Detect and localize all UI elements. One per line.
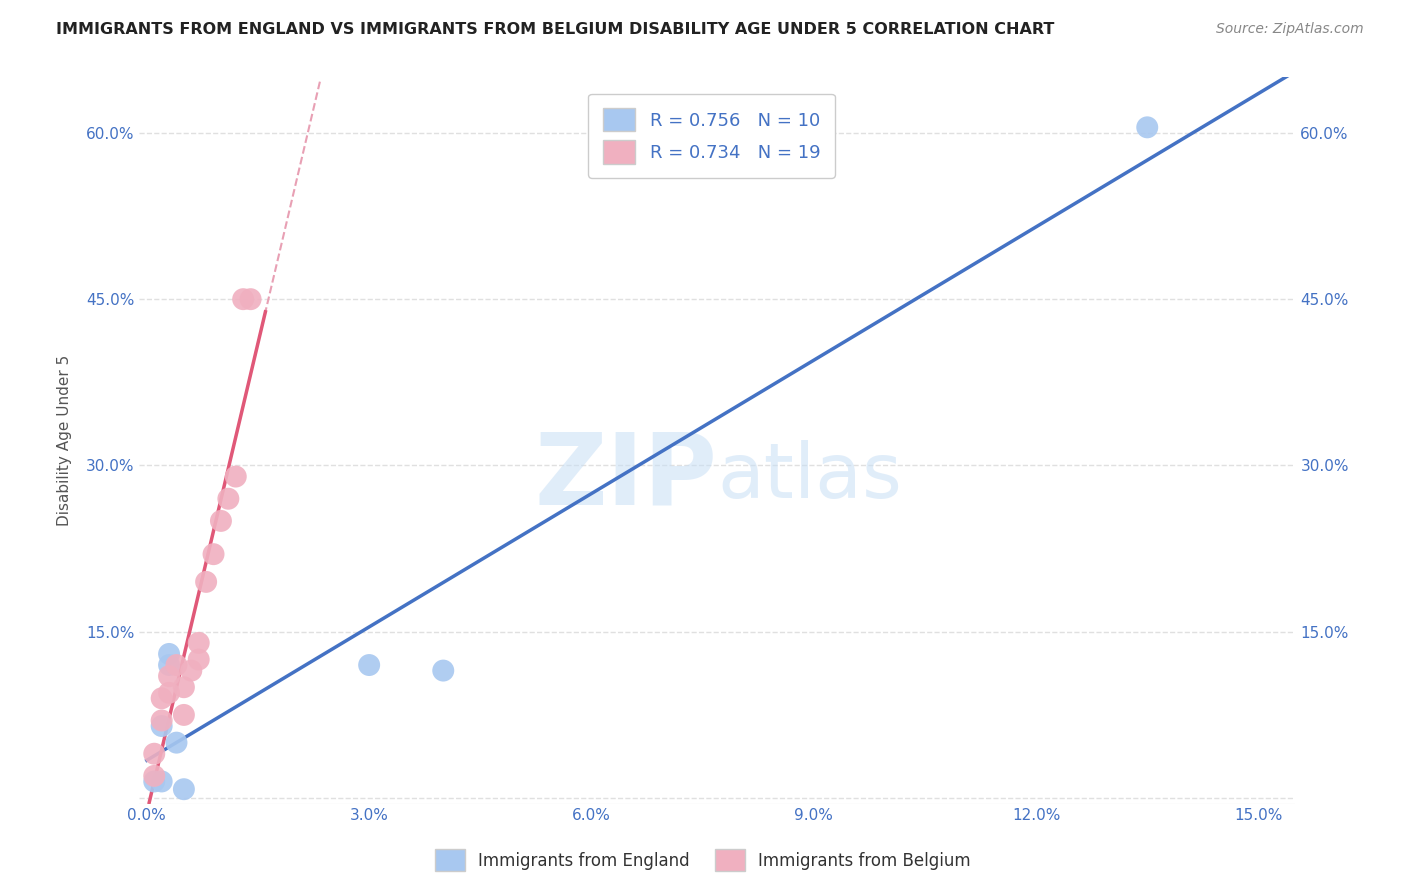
Point (187, 636, 209, 650)
Point (239, 292, 262, 306)
Text: atlas: atlas (717, 440, 903, 514)
Point (143, 747, 166, 761)
Point (225, 469, 247, 483)
Point (1136, 120, 1159, 135)
Point (173, 680, 195, 694)
Point (187, 652, 209, 666)
Point (173, 707, 195, 722)
Text: ZIP: ZIP (534, 428, 717, 525)
Point (157, 647, 180, 661)
Point (143, 769, 166, 783)
Y-axis label: Disability Age Under 5: Disability Age Under 5 (58, 355, 72, 526)
Point (166, 736, 188, 750)
Legend: R = 0.756   N = 10, R = 0.734   N = 19: R = 0.756 N = 10, R = 0.734 N = 19 (589, 94, 835, 178)
Point (150, 719, 173, 733)
Point (157, 686, 180, 700)
Point (232, 292, 254, 306)
Point (202, 547, 225, 561)
Point (150, 774, 173, 789)
Text: IMMIGRANTS FROM ENGLAND VS IMMIGRANTS FROM BELGIUM DISABILITY AGE UNDER 5 CORREL: IMMIGRANTS FROM ENGLAND VS IMMIGRANTS FR… (56, 22, 1054, 37)
Point (150, 691, 173, 706)
Point (143, 774, 166, 789)
Point (173, 782, 195, 797)
Point (432, 664, 454, 678)
Point (166, 658, 188, 673)
Point (157, 658, 180, 673)
Point (195, 574, 218, 589)
Legend: Immigrants from England, Immigrants from Belgium: Immigrants from England, Immigrants from… (426, 841, 980, 880)
Point (209, 514, 232, 528)
Point (217, 491, 239, 506)
Point (180, 664, 202, 678)
Text: Source: ZipAtlas.com: Source: ZipAtlas.com (1216, 22, 1364, 37)
Point (359, 658, 381, 673)
Point (157, 669, 180, 683)
Point (150, 714, 173, 728)
